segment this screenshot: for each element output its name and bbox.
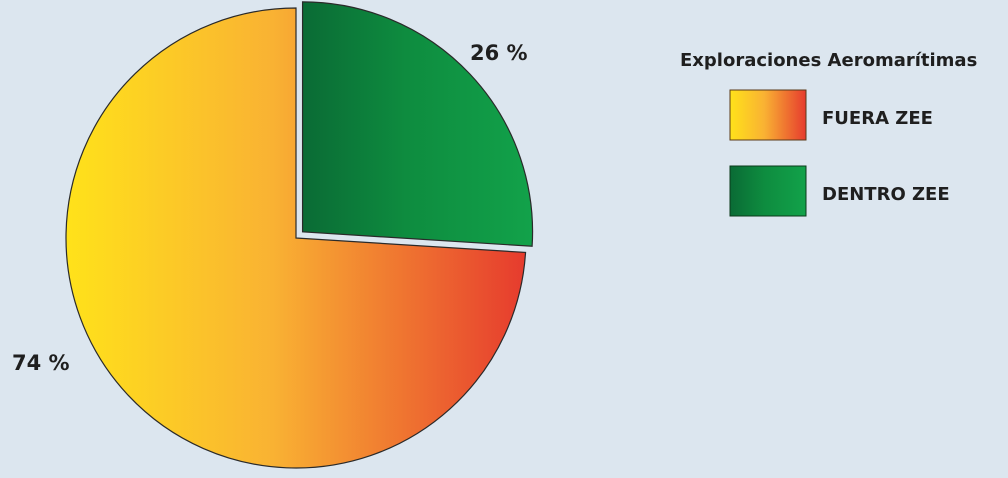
legend: Exploraciones Aeromarítimas FUERA ZEE DE… xyxy=(680,50,977,217)
slice-label-fuera-zee: 74 % xyxy=(12,351,70,375)
slice-label-dentro-zee: 26 % xyxy=(470,41,528,65)
legend-swatch-fuera-zee xyxy=(729,89,807,141)
legend-swatch-dentro-zee xyxy=(729,165,807,217)
pie-slice-fuera-zee xyxy=(65,7,527,469)
pie-slice-dentro-zee xyxy=(301,1,534,247)
legend-title: Exploraciones Aeromarítimas xyxy=(680,50,977,71)
legend-label-fuera-zee: FUERA ZEE xyxy=(822,108,933,129)
legend-label-dentro-zee: DENTRO ZEE xyxy=(822,184,950,205)
slices-layer xyxy=(65,1,534,469)
